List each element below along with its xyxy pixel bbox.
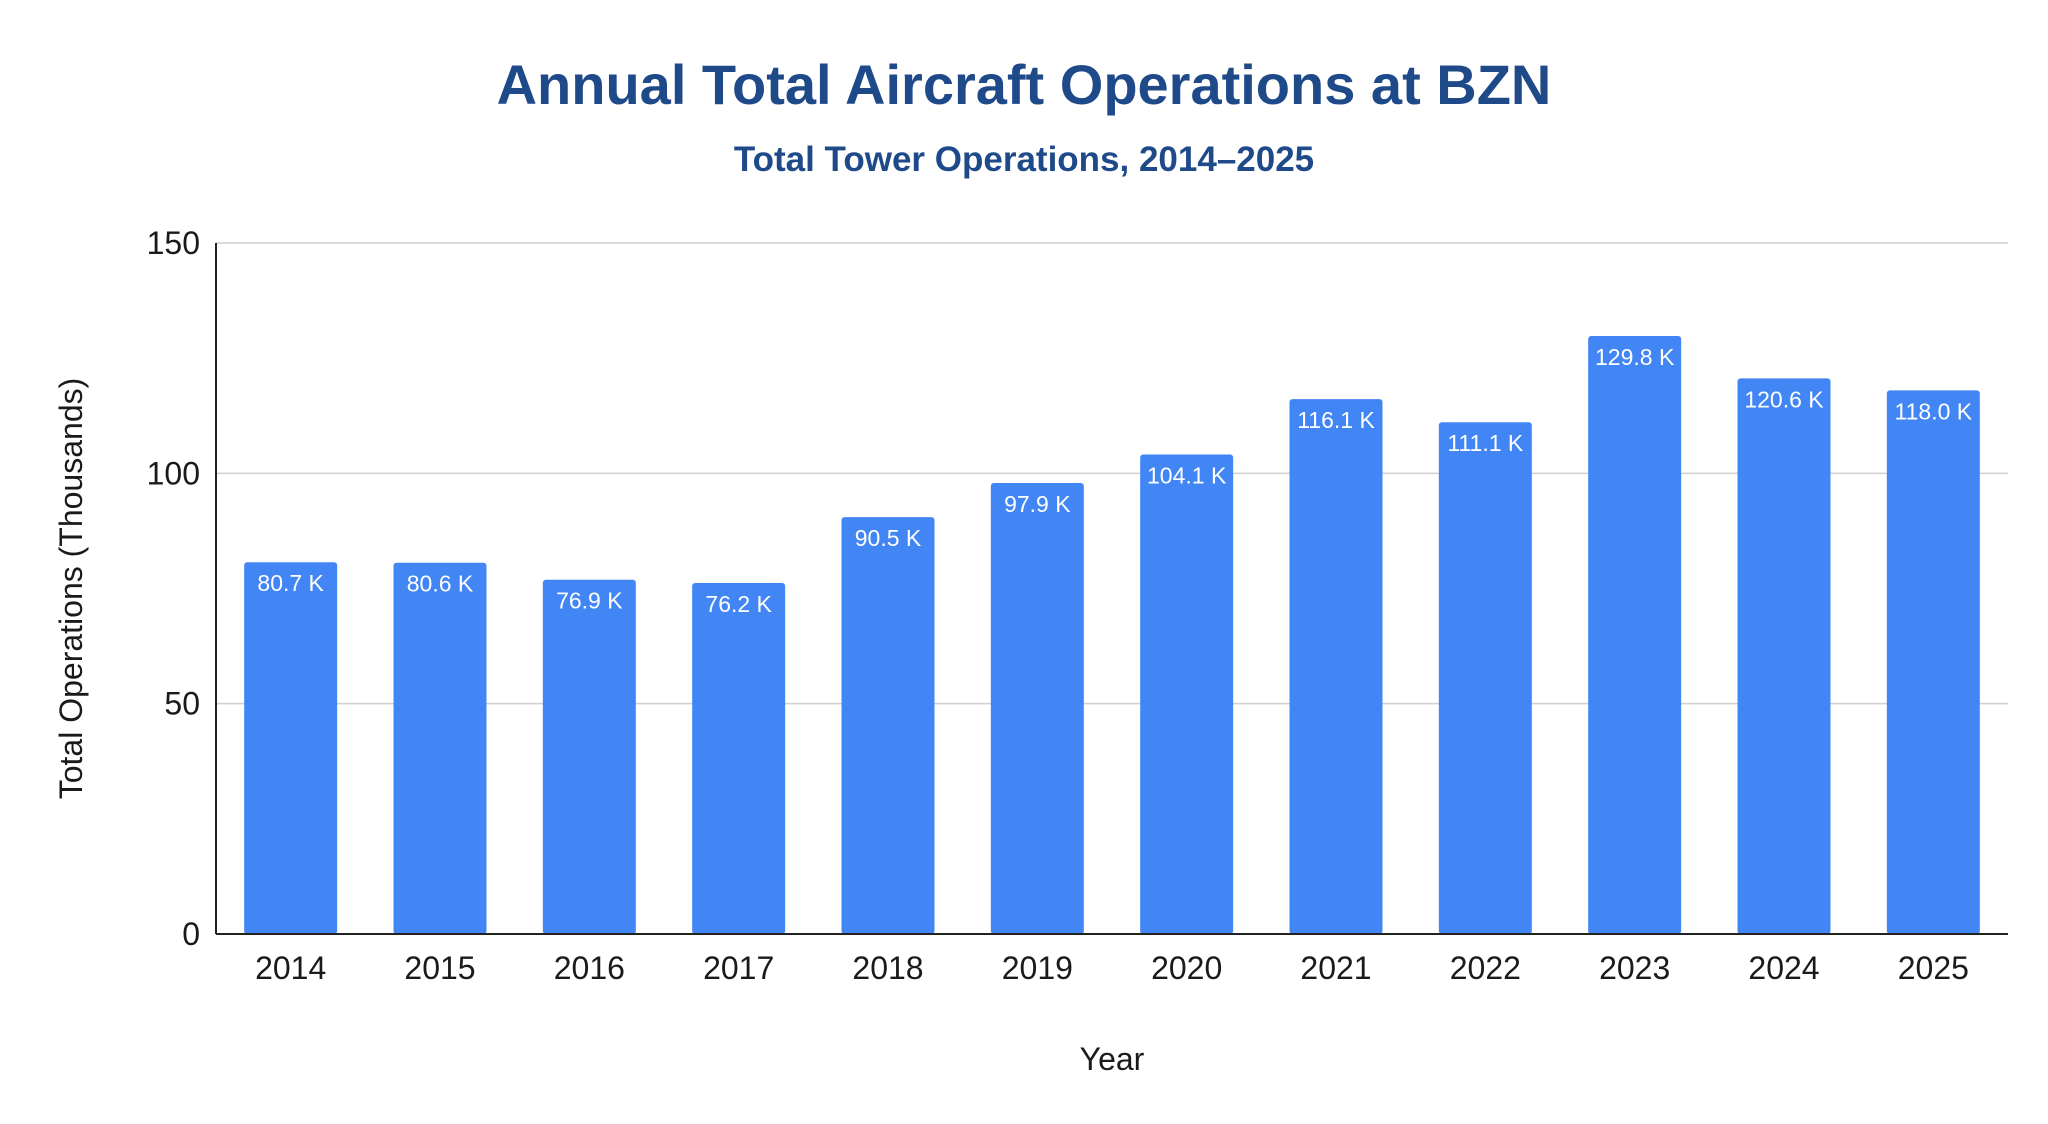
data-label-2014: 80.7 K <box>257 570 324 596</box>
bar-2018 <box>841 517 935 934</box>
x-tick-label-2022: 2022 <box>1450 950 1521 986</box>
bar-2016 <box>542 579 636 934</box>
x-tick-label-2019: 2019 <box>1002 950 1073 986</box>
x-tick-label-2015: 2015 <box>404 950 475 986</box>
y-tick-label: 0 <box>182 916 200 952</box>
bar-2022 <box>1438 422 1532 934</box>
x-tick-label-2014: 2014 <box>255 950 326 986</box>
data-label-2017: 76.2 K <box>705 591 772 617</box>
x-tick-label-2020: 2020 <box>1151 950 1222 986</box>
x-tick-label-2025: 2025 <box>1898 950 1969 986</box>
gridlines <box>216 242 2008 705</box>
data-label-2019: 97.9 K <box>1004 491 1071 517</box>
y-tick-label: 150 <box>147 225 200 261</box>
x-tick-label-2024: 2024 <box>1748 950 1819 986</box>
axes <box>215 243 2008 935</box>
data-label-2020: 104.1 K <box>1147 462 1227 488</box>
bar-2024 <box>1737 378 1831 934</box>
x-axis-title: Year <box>1080 1041 1145 1077</box>
data-label-2025: 118.0 K <box>1895 398 1973 424</box>
labels: 0 50 100 150 80.7 K 2014 80.6 K 2015 76.9 K 2016 7… <box>147 225 1973 986</box>
data-label-2018: 90.5 K <box>855 525 922 551</box>
chart-subtitle: Total Tower Operations, 2014–2025 <box>733 140 1315 179</box>
data-label-2023: 129.8 K <box>1595 344 1675 370</box>
bar-2021 <box>1289 399 1383 934</box>
y-tick-label: 100 <box>147 455 200 491</box>
chart-title: Annual Total Aircraft Operations at BZN <box>496 53 1552 116</box>
x-tick-label-2023: 2023 <box>1599 950 1670 986</box>
bars <box>244 336 1980 934</box>
data-label-2021: 116.1 K <box>1297 407 1375 433</box>
y-tick-label: 50 <box>164 686 200 722</box>
bar-2019 <box>990 483 1084 934</box>
x-tick-label-2017: 2017 <box>703 950 774 986</box>
bar-2017 <box>692 582 786 934</box>
bar-2025 <box>1886 390 1980 934</box>
x-tick-label-2016: 2016 <box>554 950 625 986</box>
bar-2014 <box>244 562 338 934</box>
x-tick-label-2021: 2021 <box>1300 950 1371 986</box>
data-label-2022: 111.1 K <box>1447 430 1524 456</box>
y-axis-title: Total Operations (Thousands) <box>53 378 89 800</box>
data-label-2016: 76.9 K <box>556 588 623 614</box>
data-label-2015: 80.6 K <box>407 571 474 597</box>
data-label-2024: 120.6 K <box>1744 386 1824 412</box>
bar-2020 <box>1140 454 1234 934</box>
x-tick-label-2018: 2018 <box>852 950 923 986</box>
bar-2023 <box>1588 336 1682 934</box>
bar-2015 <box>393 562 487 934</box>
